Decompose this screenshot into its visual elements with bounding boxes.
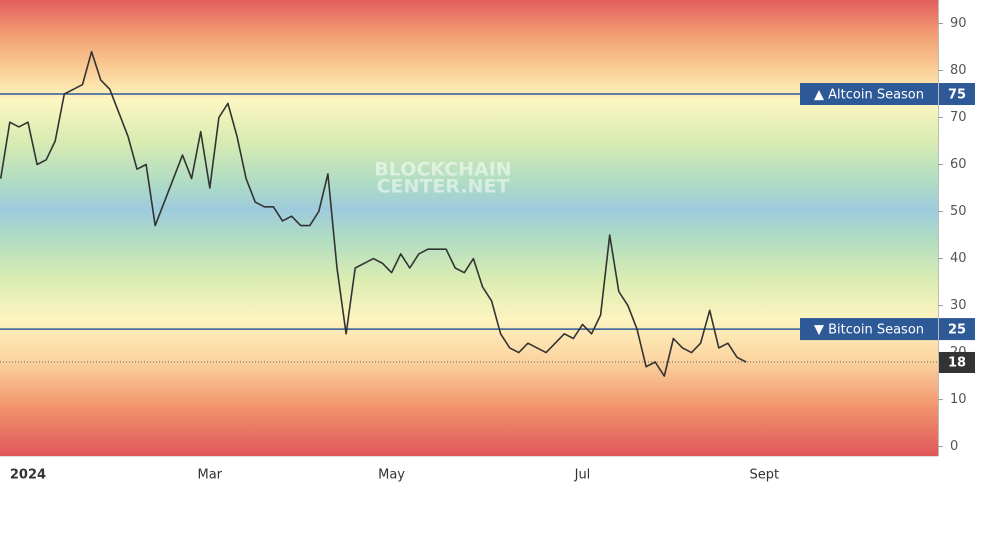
y-tick-label: 30 xyxy=(950,298,967,313)
current-value-box xyxy=(939,351,975,373)
y-tick-label: 60 xyxy=(950,157,967,172)
x-tick-label: May xyxy=(378,468,405,483)
plot-background xyxy=(0,0,938,456)
y-tick-label: 90 xyxy=(950,16,967,31)
y-tick-label: 0 xyxy=(950,439,958,454)
y-tick-label: 10 xyxy=(950,392,967,407)
x-tick-label: Sept xyxy=(749,468,779,483)
y-tick-label: 50 xyxy=(950,204,967,219)
reference-value-box xyxy=(939,83,975,106)
watermark: BLOCKCHAIN xyxy=(374,159,511,181)
y-tick-label: 80 xyxy=(950,63,967,78)
x-tick-label: Mar xyxy=(198,468,223,483)
watermark: CENTER.NET xyxy=(377,176,510,198)
reference-value-label: 25 xyxy=(948,323,966,338)
reference-value-label: 75 xyxy=(948,88,966,103)
reference-label: ▼ Bitcoin Season xyxy=(814,323,924,338)
current-value-label: 18 xyxy=(948,355,966,370)
x-tick-label: 2024 xyxy=(10,468,46,483)
line xyxy=(0,50,747,377)
reference-label-box xyxy=(800,318,938,341)
reference-value-box xyxy=(939,318,975,341)
x-tick-label: Jul xyxy=(574,468,591,483)
reference-label: ▲ Altcoin Season xyxy=(814,88,924,103)
y-tick-label: 40 xyxy=(950,251,967,266)
y-tick-label: 70 xyxy=(950,110,967,125)
reference-label-box xyxy=(800,83,938,106)
